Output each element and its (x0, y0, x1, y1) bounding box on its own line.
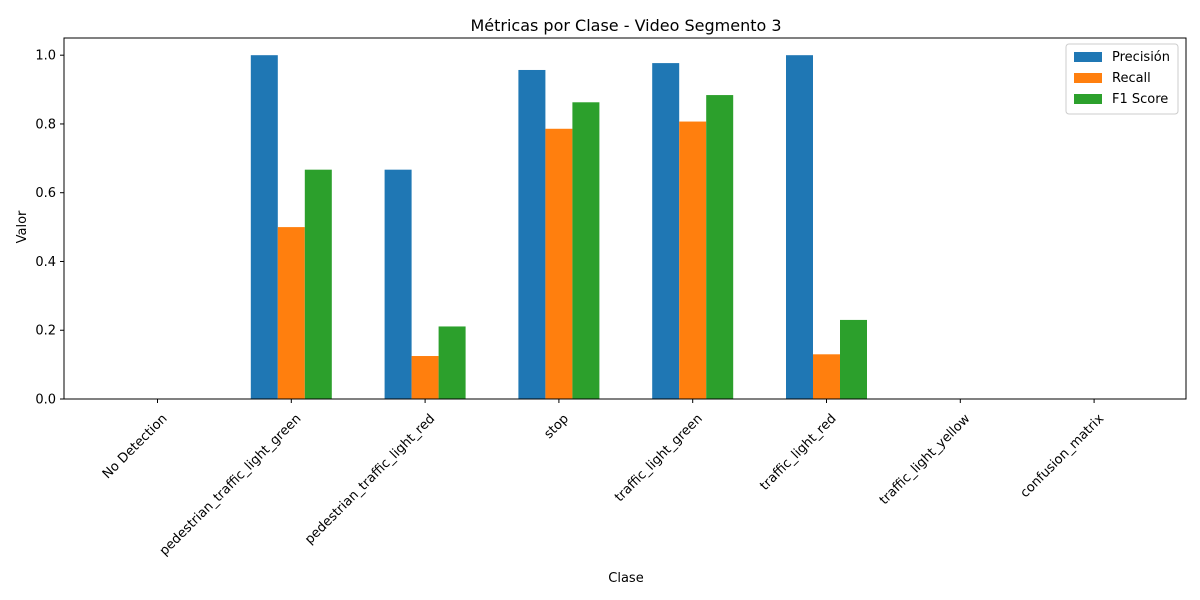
x-tick-label: confusion_matrix (1018, 411, 1108, 501)
y-tick-label: 0.4 (35, 255, 56, 270)
bar-recall-4 (679, 121, 707, 400)
bar-f1-score-4 (706, 95, 734, 399)
bar-precisi-n-4 (652, 63, 680, 399)
bar-precisi-n-3 (518, 69, 546, 399)
y-tick-label: 0.0 (35, 393, 56, 408)
axes-layer (63, 37, 1187, 400)
y-tick-label: 0.8 (35, 117, 56, 132)
bar-precisi-n-2 (384, 169, 412, 399)
legend-swatch (1074, 73, 1102, 83)
bar-precisi-n-5 (786, 55, 813, 399)
bar-f1-score-2 (438, 326, 466, 399)
x-tick-label: pedestrian_traffic_light_red (302, 411, 438, 547)
legend-label: F1 Score (1112, 92, 1168, 107)
bar-f1-score-5 (840, 319, 867, 399)
bar-f1-score-1 (304, 169, 332, 399)
y-tick-label: 0.2 (35, 324, 56, 339)
legend-swatch (1074, 94, 1102, 104)
x-tick-label: traffic_light_yellow (877, 411, 974, 508)
legend-label: Precisión (1112, 50, 1170, 65)
bar-recall-1 (277, 227, 305, 399)
legend-label: Recall (1112, 71, 1151, 86)
bar-recall-5 (813, 354, 840, 399)
y-tick-label: 1.0 (35, 49, 56, 64)
x-axis-title: Clase (608, 571, 643, 586)
legend-swatch (1074, 52, 1102, 62)
x-tick-label: traffic_light_red (757, 411, 839, 493)
x-tick-label: pedestrian_traffic_light_green (157, 411, 304, 558)
legend: Precisión Recall F1 Score (1065, 43, 1179, 115)
x-tick-label: traffic_light_green (612, 411, 706, 505)
plot-frame (63, 37, 1187, 400)
bar-recall-3 (545, 128, 573, 399)
bars-layer (250, 55, 867, 400)
bar-precisi-n-1 (250, 55, 278, 399)
x-tick-label: No Detection (100, 411, 171, 482)
x-tick-label: stop (541, 411, 571, 441)
chart-title: Métricas por Clase - Video Segmento 3 (470, 16, 781, 35)
bar-f1-score-3 (572, 102, 600, 399)
bar-recall-2 (411, 356, 439, 399)
y-tick-label: 0.6 (35, 186, 56, 201)
y-axis-title: Valor (15, 210, 30, 243)
